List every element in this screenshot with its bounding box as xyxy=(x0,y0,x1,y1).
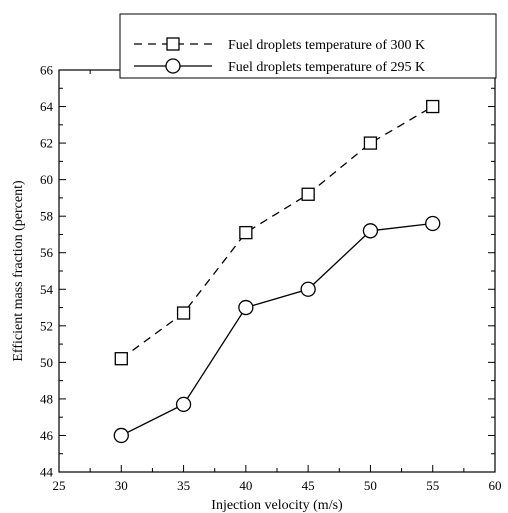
data-point-square xyxy=(426,99,440,114)
data-point-square xyxy=(301,187,315,201)
data-point-circle xyxy=(300,281,316,297)
data-point-square xyxy=(114,352,128,366)
legend-label-295k: Fuel droplets temperature of 295 K xyxy=(228,60,425,75)
y-axis-title: Efficient mass fraction (percent) xyxy=(11,180,26,362)
y-tick-label: 58 xyxy=(40,209,53,224)
y-tick-label: 52 xyxy=(40,318,53,333)
x-tick-label: 50 xyxy=(364,478,377,493)
series-1 xyxy=(114,99,440,366)
data-point-square xyxy=(363,136,378,150)
data-point-circle xyxy=(238,299,254,316)
legend-marker-square xyxy=(166,37,180,51)
x-tick-label: 30 xyxy=(115,478,128,493)
y-tick-label: 46 xyxy=(40,428,54,443)
x-tick-label: 25 xyxy=(53,478,66,493)
y-tick-label: 50 xyxy=(40,355,53,370)
series-line xyxy=(120,105,434,360)
series-layer xyxy=(113,99,441,444)
plot-area xyxy=(59,70,495,472)
y-tick-label: 54 xyxy=(40,282,54,297)
data-point-square xyxy=(239,225,253,240)
y-tick-label: 56 xyxy=(40,245,54,260)
data-point-circle xyxy=(425,215,441,232)
x-axis-title: Injection velocity (m/s) xyxy=(211,498,343,513)
legend-box xyxy=(119,13,497,79)
legend: Fuel droplets temperature of 300 K Fuel … xyxy=(119,13,497,79)
y-tick-label: 48 xyxy=(40,391,53,406)
y-tick-label: 44 xyxy=(40,465,54,480)
series-2 xyxy=(113,215,441,444)
data-point-circle xyxy=(362,223,379,239)
axes: 25 30 35 40 45 50 55 60 44 46 48 50 52 54 56 58 60 62 64 66 xyxy=(40,63,502,494)
y-tick-label: 66 xyxy=(40,63,54,78)
legend-label-300k: Fuel droplets temperature of 300 K xyxy=(228,38,425,53)
x-tick-label: 40 xyxy=(239,478,252,493)
x-tick-label: 60 xyxy=(489,478,502,493)
y-tick-label: 60 xyxy=(40,172,53,187)
data-point-circle xyxy=(113,427,129,444)
x-tick-label: 45 xyxy=(302,478,315,493)
x-tick-label: 55 xyxy=(426,478,439,493)
legend-marker-circle xyxy=(165,58,181,74)
series-line xyxy=(120,222,433,437)
x-tick-label: 35 xyxy=(177,478,190,493)
data-point-circle xyxy=(175,396,192,413)
y-tick-label: 64 xyxy=(40,99,54,114)
data-point-square xyxy=(176,306,191,320)
y-tick-label: 62 xyxy=(40,136,53,151)
